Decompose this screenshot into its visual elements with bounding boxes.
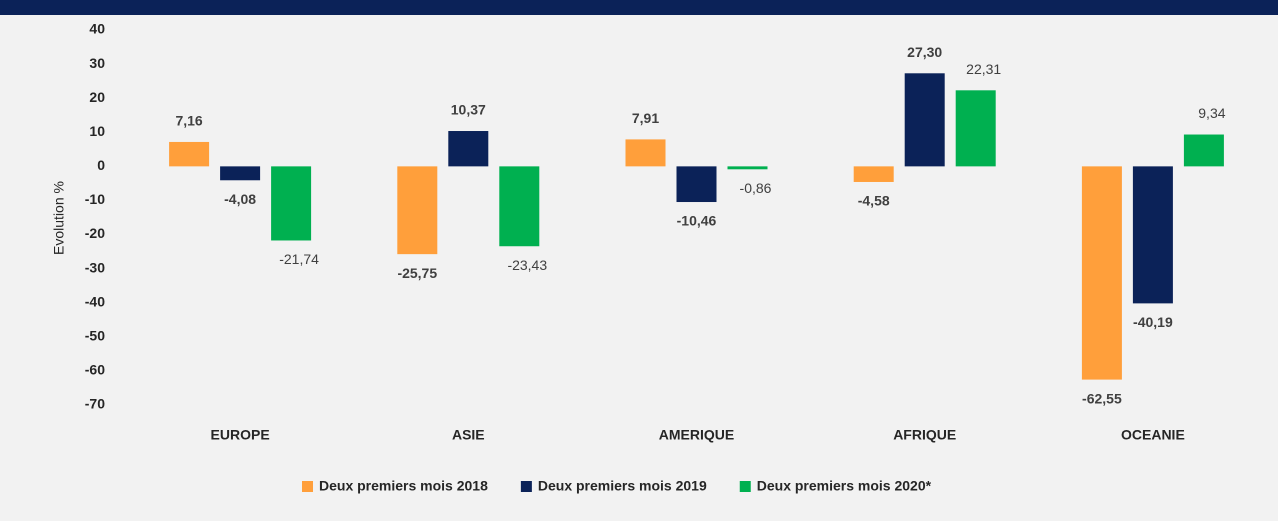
value-label: 10,37 <box>451 102 486 118</box>
y-tick-label: -40 <box>85 293 105 309</box>
x-tick-label: AFRIQUE <box>893 427 956 443</box>
value-label: 22,31 <box>966 61 1001 77</box>
bar <box>220 166 261 181</box>
legend-swatch <box>739 481 751 492</box>
x-tick-label: ASIE <box>452 427 485 443</box>
bar <box>397 166 438 255</box>
bar <box>904 73 945 167</box>
value-label: -10,46 <box>677 213 717 229</box>
y-tick-label: -70 <box>85 396 105 412</box>
legend-label: Deux premiers mois 2018 <box>319 478 488 494</box>
bar <box>499 166 540 247</box>
value-label: -0,86 <box>740 180 772 196</box>
value-label: -62,55 <box>1082 390 1122 406</box>
bar <box>955 90 996 167</box>
bar <box>169 141 210 167</box>
y-tick-label: -30 <box>85 259 105 275</box>
value-label: 7,91 <box>632 110 659 126</box>
y-tick-label: -20 <box>85 225 105 241</box>
value-label: 9,34 <box>1198 105 1225 121</box>
bar <box>676 166 717 203</box>
value-label: -4,08 <box>224 191 256 207</box>
bar <box>727 166 768 170</box>
value-label: 7,16 <box>175 113 202 129</box>
value-label: 27,30 <box>907 44 942 60</box>
y-tick-label: -50 <box>85 328 105 344</box>
bar <box>448 131 489 167</box>
y-tick-label: 20 <box>89 89 105 105</box>
x-tick-label: OCEANIE <box>1121 427 1185 443</box>
value-label: -23,43 <box>507 257 547 273</box>
y-tick-label: 40 <box>89 21 105 37</box>
y-axis-label: Evolution % <box>51 181 67 255</box>
x-tick-label: EUROPE <box>211 427 270 443</box>
header-band <box>0 0 1278 15</box>
legend-label: Deux premiers mois 2019 <box>538 478 707 494</box>
bar <box>1183 134 1224 167</box>
value-label: -25,75 <box>397 265 437 281</box>
y-tick-label: -60 <box>85 362 105 378</box>
y-tick-label: -10 <box>85 191 105 207</box>
legend-swatch <box>302 481 313 492</box>
y-tick-label: 0 <box>97 157 105 173</box>
value-label: -21,74 <box>279 251 319 267</box>
bar <box>853 166 894 182</box>
bar <box>271 166 312 241</box>
y-tick-label: 10 <box>89 123 105 139</box>
value-label: -4,58 <box>858 193 890 209</box>
legend-swatch <box>520 481 532 492</box>
value-label: -40,19 <box>1133 314 1173 330</box>
x-tick-label: AMERIQUE <box>659 427 734 443</box>
bar <box>1081 166 1122 380</box>
bar <box>1132 166 1173 304</box>
y-tick-label: 30 <box>89 55 105 71</box>
legend-label: Deux premiers mois 2020* <box>757 478 932 494</box>
bar <box>625 139 666 167</box>
